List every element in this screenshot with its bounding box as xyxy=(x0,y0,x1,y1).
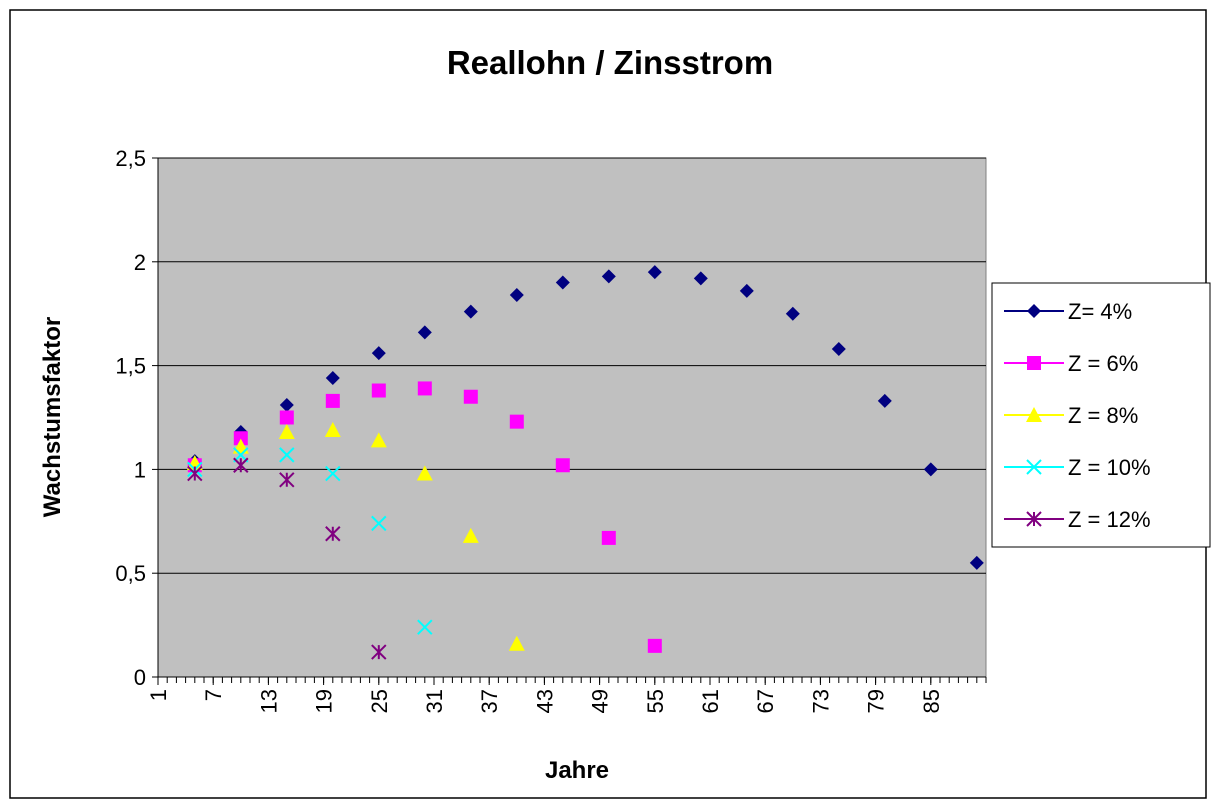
marker xyxy=(325,526,341,542)
marker xyxy=(279,398,294,413)
marker xyxy=(1026,407,1042,422)
legend-label: Z= 4% xyxy=(1068,299,1132,324)
marker xyxy=(233,457,249,473)
x-tick-label: 55 xyxy=(643,689,668,713)
marker xyxy=(417,619,433,635)
x-tick-label: 31 xyxy=(422,689,447,713)
plot-area xyxy=(157,157,987,678)
x-tick-label: 79 xyxy=(864,689,889,713)
marker xyxy=(509,414,524,429)
x-tick-label: 19 xyxy=(312,689,337,713)
y-tick-label: 1,5 xyxy=(115,354,146,379)
marker xyxy=(923,462,938,477)
x-tick-label: 85 xyxy=(919,689,944,713)
legend-label: Z = 6% xyxy=(1068,351,1138,376)
marker xyxy=(279,410,294,425)
marker xyxy=(601,269,616,284)
y-tick-label: 1 xyxy=(134,457,146,482)
marker xyxy=(831,341,846,356)
marker xyxy=(233,431,248,446)
x-tick-label: 1 xyxy=(146,689,171,701)
x-tick-label: 7 xyxy=(201,689,226,701)
marker xyxy=(279,447,295,463)
y-axis-label: Wachstumsfaktor xyxy=(39,317,66,517)
marker xyxy=(187,465,203,482)
marker xyxy=(1027,356,1041,370)
x-tick-label: 49 xyxy=(588,689,613,713)
marker xyxy=(601,530,616,545)
marker xyxy=(371,515,387,532)
marker xyxy=(1026,511,1042,527)
legend-label: Z = 8% xyxy=(1068,403,1138,428)
marker xyxy=(647,638,662,653)
x-tick-label: 73 xyxy=(808,689,833,713)
marker xyxy=(785,306,800,321)
marker xyxy=(325,371,340,386)
marker xyxy=(969,555,984,570)
y-tick-label: 2 xyxy=(134,250,146,275)
marker xyxy=(463,304,478,319)
x-tick-label: 25 xyxy=(367,689,392,713)
y-tick-label: 2,5 xyxy=(115,146,146,171)
marker xyxy=(371,383,386,398)
marker xyxy=(370,432,387,448)
marker xyxy=(693,271,708,286)
marker xyxy=(324,421,341,437)
marker xyxy=(371,644,387,660)
marker xyxy=(555,275,570,290)
x-tick-label: 37 xyxy=(477,689,502,713)
marker xyxy=(509,288,524,303)
marker xyxy=(279,472,295,488)
marker xyxy=(325,465,341,482)
x-tick-label: 43 xyxy=(532,689,557,713)
y-tick-label: 0 xyxy=(134,665,146,690)
x-axis-label: Jahre xyxy=(545,757,609,784)
x-tick-label: 13 xyxy=(256,689,281,713)
chart-title: Reallohn / Zinsstrom xyxy=(447,44,773,81)
marker xyxy=(371,346,386,361)
marker xyxy=(739,283,754,298)
marker xyxy=(417,381,432,396)
legend-label: Z = 12% xyxy=(1068,507,1151,532)
marker xyxy=(1027,304,1041,318)
y-tick-label: 0,5 xyxy=(115,561,146,586)
marker xyxy=(647,265,662,280)
marker xyxy=(463,389,478,404)
x-tick-label: 61 xyxy=(698,689,723,713)
marker xyxy=(555,458,570,473)
marker xyxy=(462,527,479,543)
x-tick-label: 67 xyxy=(753,689,778,713)
marker xyxy=(877,393,892,408)
marker xyxy=(416,465,433,481)
marker xyxy=(417,325,432,340)
marker xyxy=(325,393,340,408)
marker xyxy=(278,424,295,440)
marker xyxy=(508,635,525,651)
marker xyxy=(1026,459,1042,475)
legend-label: Z = 10% xyxy=(1068,455,1151,480)
